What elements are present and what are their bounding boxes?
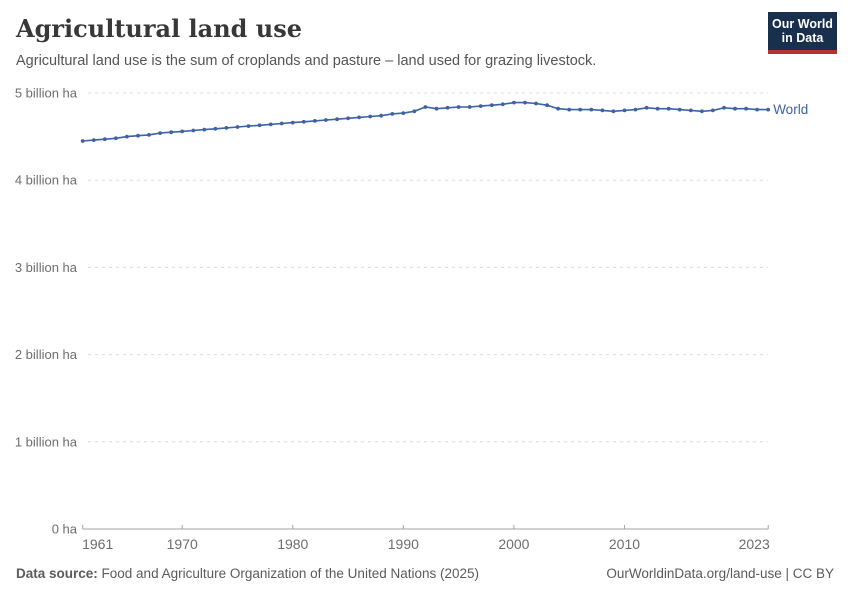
- x-axis-label-1970: 1970: [167, 536, 198, 552]
- data-point[interactable]: [390, 112, 395, 116]
- data-point[interactable]: [700, 109, 704, 114]
- y-axis-label-1: 1 billion ha: [15, 434, 78, 449]
- chart-subtitle: Agricultural land use is the sum of crop…: [16, 53, 597, 69]
- data-point[interactable]: [136, 133, 140, 138]
- data-point[interactable]: [224, 126, 229, 130]
- data-point[interactable]: [711, 108, 715, 113]
- data-point[interactable]: [423, 105, 428, 109]
- data-point[interactable]: [147, 133, 151, 137]
- data-point[interactable]: [357, 115, 361, 120]
- data-point[interactable]: [324, 118, 328, 122]
- data-point[interactable]: [235, 125, 240, 129]
- owid-link[interactable]: OurWorldinData.org/land-use | CC BY: [606, 566, 834, 581]
- data-point[interactable]: [169, 130, 174, 135]
- data-point[interactable]: [114, 136, 118, 141]
- data-point[interactable]: [677, 107, 682, 112]
- data-point[interactable]: [246, 124, 251, 128]
- series-label-world[interactable]: World: [773, 102, 808, 117]
- data-point[interactable]: [213, 126, 218, 131]
- x-axis-label-1980: 1980: [277, 536, 308, 552]
- data-point[interactable]: [489, 103, 494, 108]
- data-point[interactable]: [589, 107, 594, 112]
- data-point[interactable]: [512, 100, 516, 105]
- data-point[interactable]: [567, 107, 572, 112]
- data-point[interactable]: [666, 106, 671, 111]
- y-axis-label-2: 2 billion ha: [15, 347, 78, 362]
- data-point[interactable]: [600, 108, 605, 113]
- x-axis-label-2000: 2000: [498, 536, 529, 552]
- y-axis-label-4: 4 billion ha: [15, 173, 78, 188]
- data-point[interactable]: [633, 107, 638, 112]
- data-point[interactable]: [301, 119, 306, 124]
- data-point[interactable]: [755, 107, 759, 112]
- data-point[interactable]: [611, 109, 616, 114]
- data-point[interactable]: [191, 128, 196, 133]
- data-point[interactable]: [578, 107, 583, 112]
- data-point[interactable]: [456, 105, 461, 109]
- y-axis-label-0: 0 ha: [52, 522, 78, 537]
- data-point[interactable]: [158, 131, 163, 135]
- owid-logo[interactable]: Our World in Data: [768, 12, 837, 54]
- data-source-text: Food and Agriculture Organization of the…: [97, 566, 480, 581]
- data-point[interactable]: [290, 120, 295, 125]
- x-axis-label-1990: 1990: [388, 536, 419, 552]
- x-axis-label-1961: 1961: [82, 536, 113, 552]
- data-point[interactable]: [434, 106, 439, 111]
- data-point[interactable]: [500, 102, 505, 107]
- x-axis-label-2023: 2023: [739, 536, 770, 552]
- data-point[interactable]: [180, 129, 185, 134]
- data-source-label: Data source:: [16, 566, 98, 581]
- data-point[interactable]: [412, 109, 417, 114]
- data-point[interactable]: [644, 105, 649, 110]
- data-point[interactable]: [202, 127, 207, 132]
- data-point[interactable]: [268, 122, 273, 127]
- data-point[interactable]: [478, 104, 483, 108]
- data-point[interactable]: [523, 100, 527, 105]
- y-axis-label-3: 3 billion ha: [15, 260, 78, 275]
- data-point[interactable]: [401, 111, 406, 115]
- data-point[interactable]: [257, 123, 262, 128]
- data-point[interactable]: [368, 114, 373, 119]
- data-point[interactable]: [102, 137, 107, 142]
- data-point[interactable]: [534, 101, 538, 106]
- data-point[interactable]: [744, 106, 748, 111]
- line-chart[interactable]: 0 ha 1 billion ha 2 billion ha 3 billion ha…: [0, 78, 850, 558]
- data-point[interactable]: [313, 119, 317, 123]
- data-point[interactable]: [733, 106, 737, 111]
- data-point[interactable]: [379, 113, 384, 118]
- page-title: Agricultural land use: [16, 14, 303, 43]
- data-point[interactable]: [688, 108, 693, 113]
- data-point[interactable]: [279, 121, 284, 126]
- data-point[interactable]: [346, 116, 350, 121]
- owid-logo-line1: Our World: [772, 17, 833, 31]
- data-point[interactable]: [125, 134, 129, 139]
- data-point[interactable]: [766, 107, 771, 112]
- data-source: Data source: Food and Agriculture Organi…: [16, 566, 479, 581]
- chart-footer: Data source: Food and Agriculture Organi…: [16, 566, 834, 581]
- owid-logo-line2: in Data: [781, 31, 824, 46]
- data-point[interactable]: [91, 138, 96, 142]
- chart-header: Agricultural land use Agricultural land …: [16, 14, 750, 70]
- data-point[interactable]: [556, 106, 560, 111]
- data-point[interactable]: [722, 105, 726, 110]
- data-point[interactable]: [445, 105, 450, 110]
- data-point[interactable]: [545, 103, 549, 108]
- data-point[interactable]: [655, 106, 660, 111]
- data-point[interactable]: [467, 105, 472, 109]
- data-point[interactable]: [622, 108, 627, 113]
- data-point[interactable]: [335, 117, 339, 122]
- data-point[interactable]: [80, 139, 85, 143]
- y-axis-label-5: 5 billion ha: [15, 86, 78, 101]
- x-axis-label-2010: 2010: [609, 536, 640, 552]
